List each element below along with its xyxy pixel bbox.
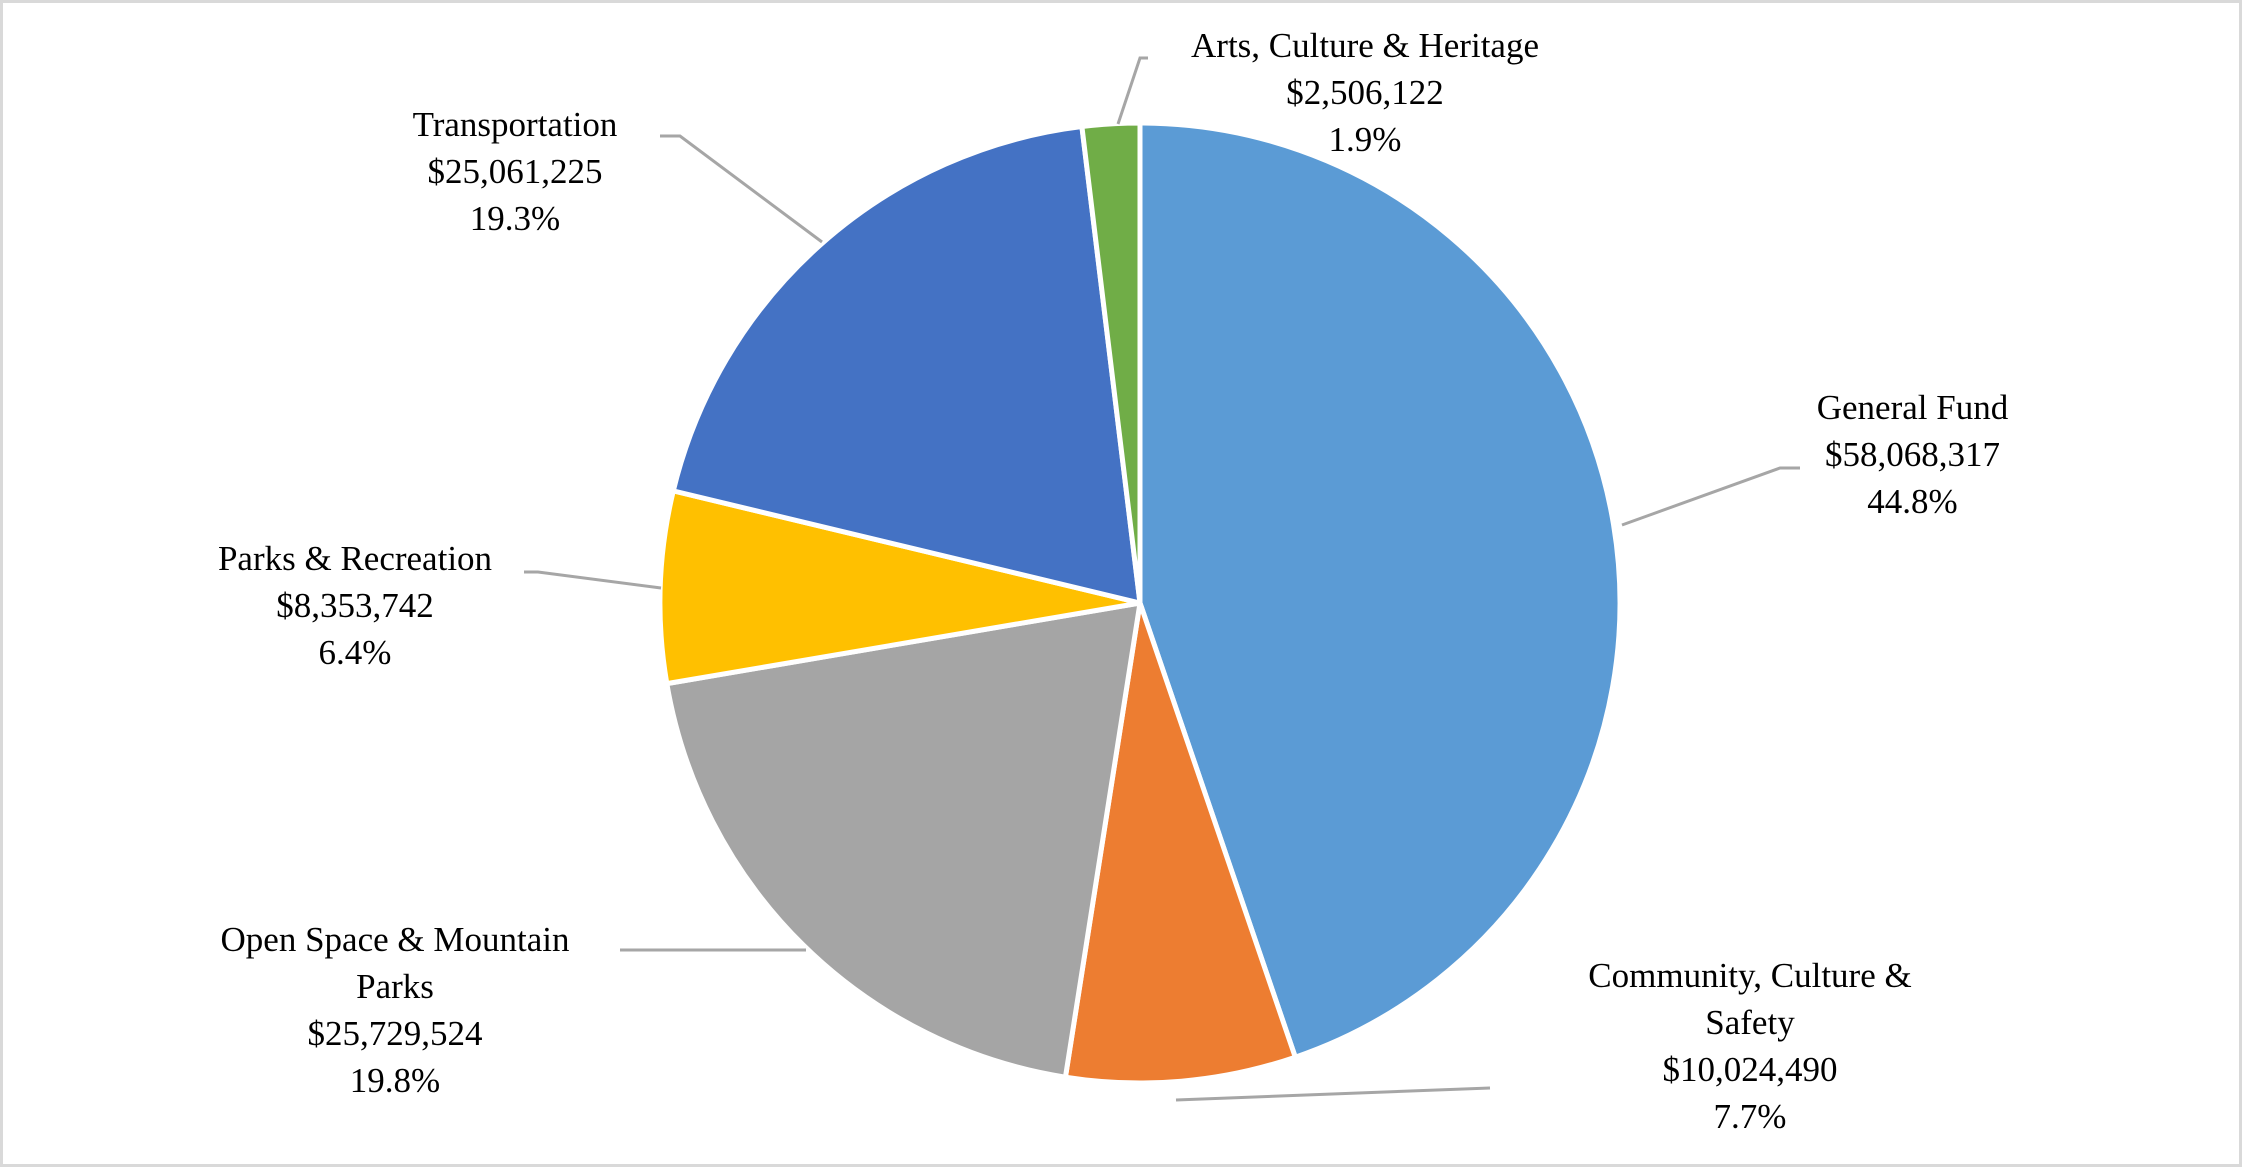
label-community: Community, Culture & Safety $10,024,490 … (1530, 952, 1970, 1140)
slice-percent: 7.7% (1713, 1097, 1787, 1136)
slice-value: $25,729,524 (307, 1014, 483, 1053)
leader-line-community (1175, 1086, 1491, 1102)
label-arts: Arts, Culture & Heritage $2,506,122 1.9% (1150, 22, 1580, 163)
slice-category: Community, Culture & (1588, 956, 1912, 995)
slice-value: $10,024,490 (1662, 1050, 1838, 1089)
slice-percent: 1.9% (1328, 120, 1402, 159)
leader-line-parks-rec (524, 570, 662, 590)
slice-category: Open Space & Mountain (220, 920, 570, 959)
slice-percent: 6.4% (318, 633, 392, 672)
slice-percent: 19.3% (469, 199, 561, 238)
label-transportation: Transportation $25,061,225 19.3% (370, 101, 660, 242)
slice-percent: 44.8% (1867, 482, 1958, 521)
label-open-space: Open Space & Mountain Parks $25,729,524 … (170, 916, 620, 1104)
slice-value: $8,353,742 (276, 586, 434, 625)
pie-slices (657, 120, 1623, 1086)
slice-value: $58,068,317 (1825, 435, 2000, 474)
leader-lines (524, 56, 1800, 1102)
slice-category: Parks & Recreation (217, 539, 493, 578)
leader-line-arts (1116, 56, 1148, 125)
label-parks-rec: Parks & Recreation $8,353,742 6.4% (180, 535, 530, 676)
pie-slice-arts-culture-heritage (1079, 120, 1143, 606)
slice-value: $25,061,225 (427, 152, 603, 191)
slice-category-cont: Parks (356, 967, 434, 1006)
leader-line-general-fund (1621, 466, 1800, 527)
pie-slice-open-space-mountain-parks (664, 600, 1143, 1080)
slice-category: General Fund (1816, 388, 2009, 427)
slice-value: $2,506,122 (1286, 73, 1444, 112)
leader-line-transportation (660, 134, 823, 244)
label-general-fund: General Fund $58,068,317 44.8% (1770, 384, 2055, 525)
slice-category-cont: Safety (1705, 1003, 1795, 1042)
pie-slice-transportation (670, 124, 1143, 606)
slice-percent: 19.8% (349, 1061, 441, 1100)
pie-slice-general-fund (1137, 120, 1623, 1060)
slice-category: Arts, Culture & Heritage (1191, 26, 1539, 65)
slice-category: Transportation (412, 105, 618, 144)
